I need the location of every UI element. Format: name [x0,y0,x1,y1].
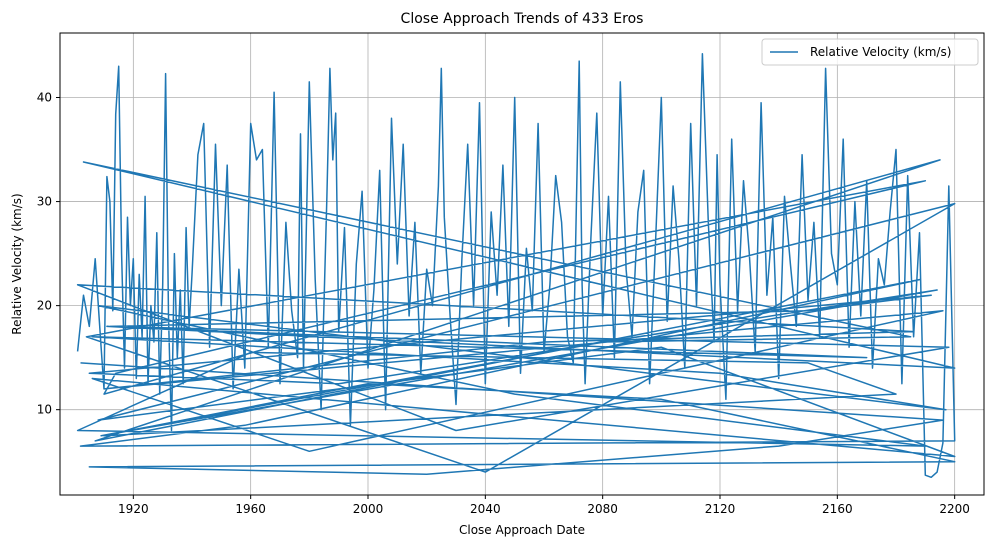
y-tick-label: 20 [37,299,52,313]
x-tick-label: 1960 [235,502,266,516]
x-tick-label: 2160 [822,502,853,516]
y-tick-label: 10 [37,403,52,417]
x-tick-label: 2120 [705,502,736,516]
series-layer [76,53,956,479]
x-tick-label: 2000 [353,502,384,516]
x-ticks: 1920 1960 2000 2040 2080 2120 2160 2200 [118,495,970,516]
x-tick-label: 2040 [470,502,501,516]
y-tick-label: 30 [37,195,52,209]
x-axis-label: Close Approach Date [459,523,585,537]
y-tick-label: 40 [37,91,52,105]
legend: Relative Velocity (km/s) [761,38,979,66]
x-tick-label: 2200 [939,502,970,516]
series-line-relative-velocity [76,53,956,479]
legend-box [761,38,979,66]
chart-title: Close Approach Trends of 433 Eros [401,11,644,27]
legend-label: Relative Velocity (km/s) [810,45,951,59]
plot-frame [59,32,985,496]
y-ticks: 10 20 30 40 [37,91,60,417]
x-tick-label: 1920 [118,502,149,516]
x-tick-label: 2080 [587,502,618,516]
y-axis-label: Relative Velocity (km/s) [10,193,24,334]
